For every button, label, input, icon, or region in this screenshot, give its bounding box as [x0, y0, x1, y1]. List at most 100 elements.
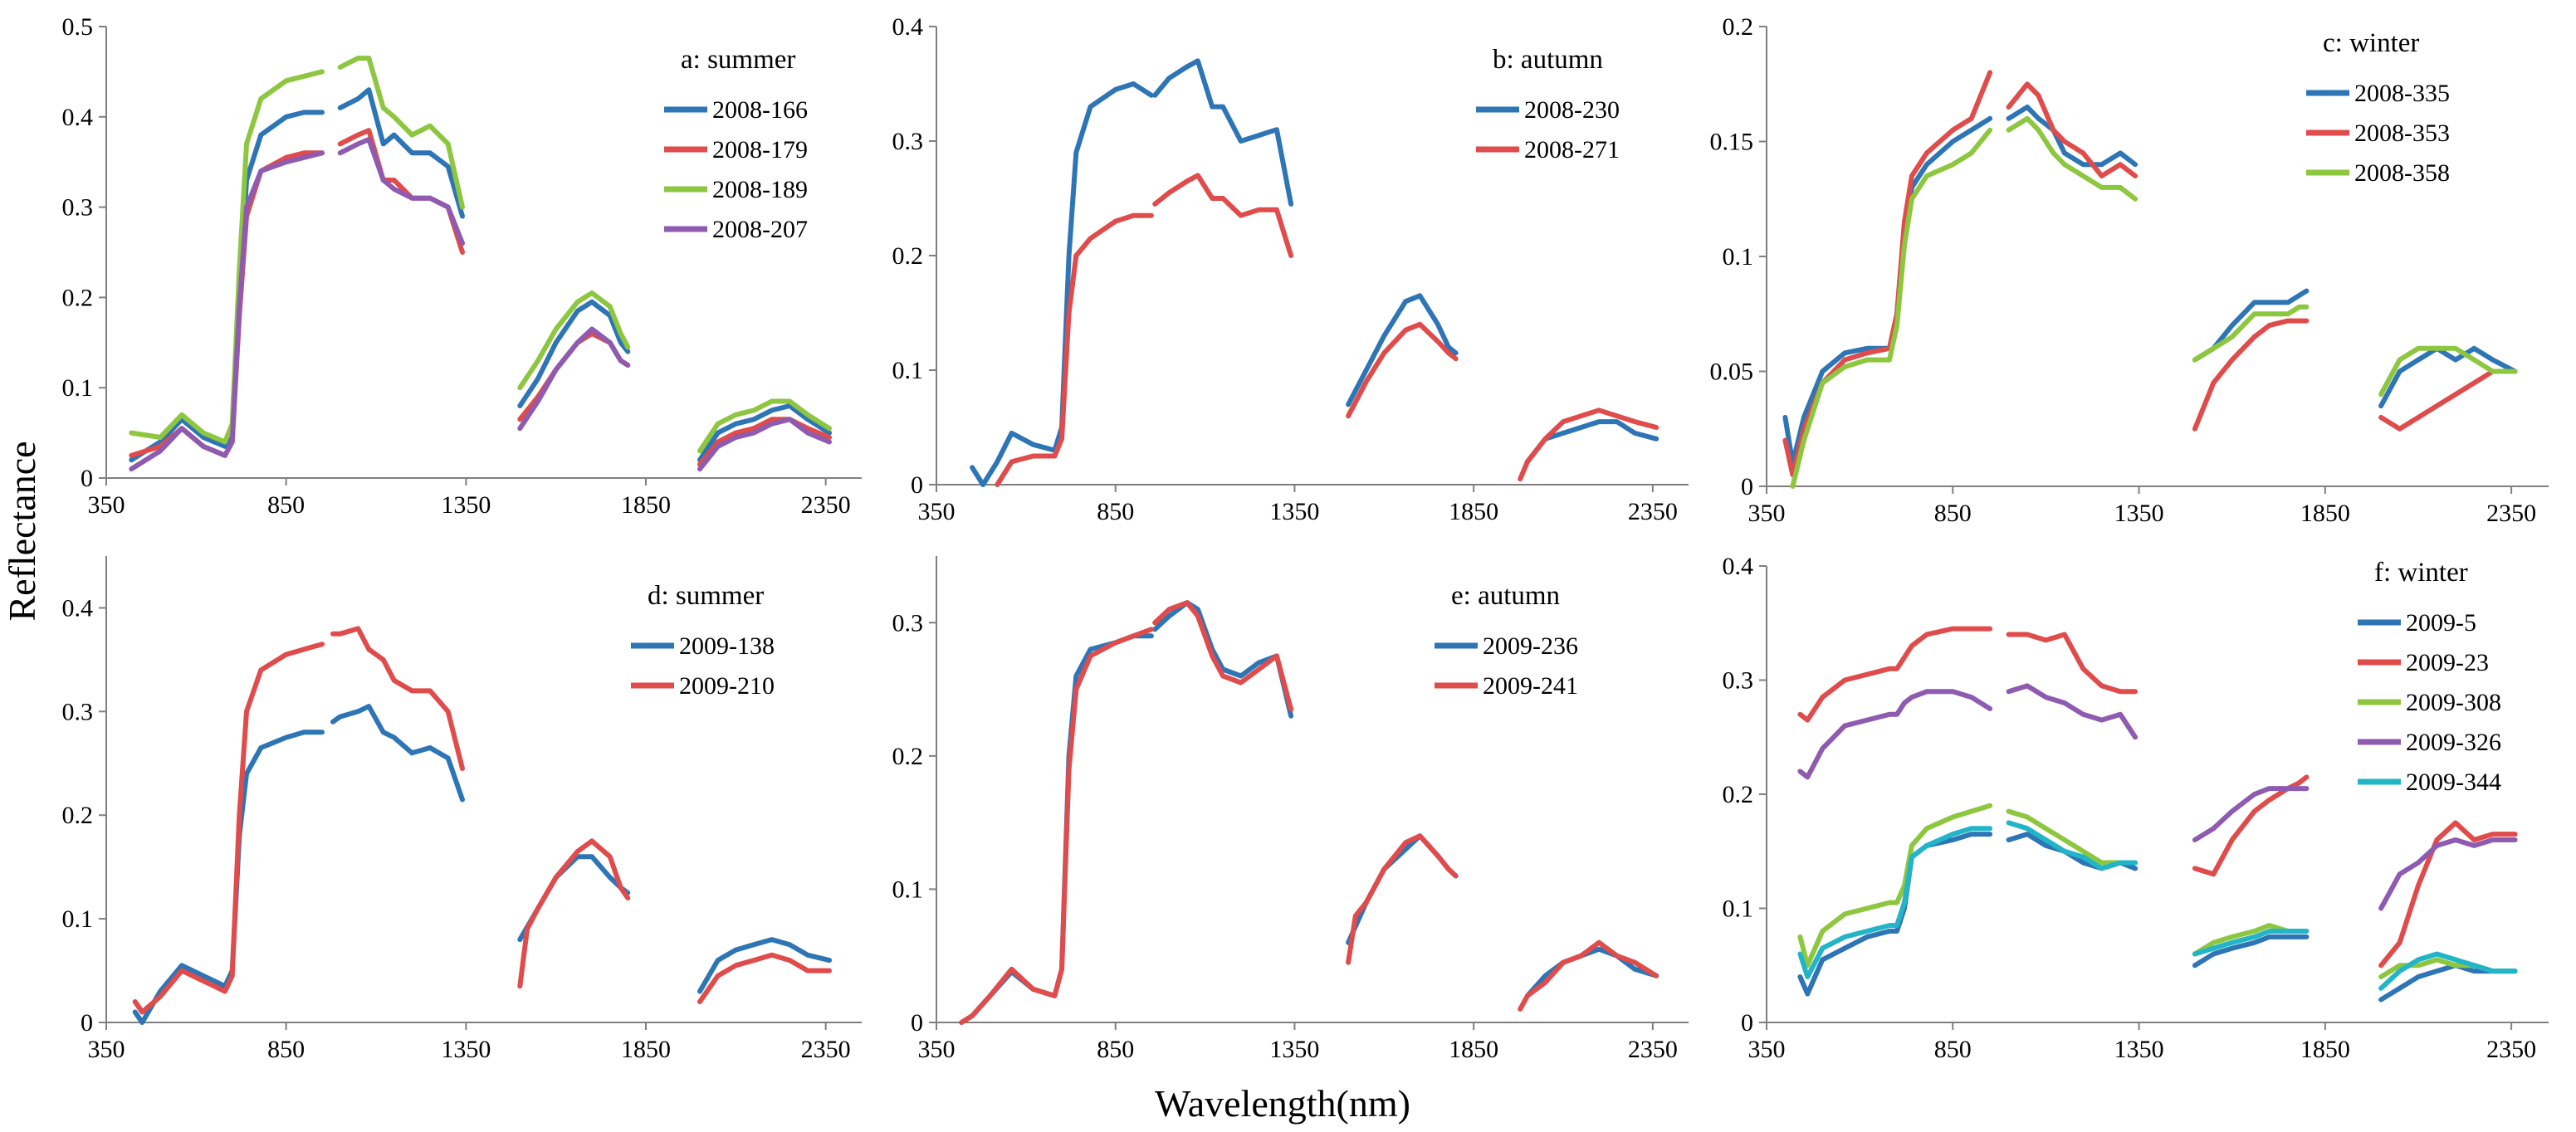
x-tick-label: 850 — [1097, 498, 1134, 525]
series-line-2009-241 — [959, 627, 1154, 1025]
series-line-2009-138 — [330, 704, 465, 803]
x-tick-label: 350 — [918, 498, 956, 525]
x-tick-label: 1350 — [1269, 1036, 1319, 1063]
chart-title: f: winter — [2374, 558, 2468, 588]
x-tick-label: 350 — [88, 1036, 125, 1063]
x-tick-label: 2350 — [2486, 1036, 2536, 1063]
series-line-2009-344 — [2192, 929, 2310, 957]
series-line-2009-236 — [959, 633, 1154, 1025]
series-line-2009-23 — [1797, 626, 1993, 723]
series-line-2009-308 — [1797, 803, 1993, 969]
series-line-2009-241 — [1518, 939, 1659, 1012]
y-tick-label: 0.3 — [1723, 667, 1754, 695]
y-tick-label: 0.4 — [62, 104, 94, 131]
legend-entry: 2009-5 — [2406, 609, 2476, 637]
series-line-2008-353 — [2378, 368, 2518, 432]
x-tick-label: 350 — [1748, 1036, 1786, 1063]
chart-title: a: summer — [681, 45, 795, 75]
x-tick-label: 2350 — [2486, 500, 2536, 527]
series-line-2009-210 — [330, 626, 465, 771]
series-line-2009-326 — [2192, 786, 2310, 842]
y-tick-label: 0.1 — [892, 876, 924, 903]
series-line-2009-138 — [697, 937, 832, 994]
x-tick-label: 1350 — [2114, 1036, 2164, 1063]
x-tick-label: 350 — [1748, 500, 1786, 527]
series-line-2009-344 — [1797, 826, 1993, 979]
series-line-2008-166 — [697, 403, 832, 463]
legend-entry: 2008-179 — [712, 136, 808, 163]
series-line-2009-344 — [2006, 820, 2139, 871]
series-line-2009-241 — [1346, 833, 1459, 965]
series-line-2008-207 — [129, 150, 325, 472]
series-line-2008-230 — [1346, 293, 1459, 407]
series-line-2008-271 — [1518, 407, 1659, 482]
legend-entry: 2009-23 — [2406, 649, 2489, 676]
x-tick-label: 2350 — [801, 491, 851, 519]
chart-panel: 0 0.1 0.2 0.3 0.4 350 850 1350 1850 2350 b: autumn… — [892, 13, 1689, 525]
y-tick-label: 0.4 — [892, 13, 924, 41]
series-line-2009-326 — [1797, 689, 1993, 780]
series-line-2008-271 — [1346, 321, 1459, 419]
y-tick-label: 0 — [81, 1009, 93, 1037]
x-tick-label: 850 — [1097, 1036, 1134, 1063]
x-tick-label: 1350 — [441, 491, 491, 519]
y-tick-label: 0 — [911, 471, 923, 499]
y-tick-label: 0 — [81, 465, 93, 492]
y-tick-label: 0 — [1741, 1009, 1753, 1037]
chart-panel: 0 0.05 0.1 0.15 0.2 350 850 1350 1850 2350 c: wint… — [1710, 13, 2549, 527]
legend-entry: 2008-335 — [2354, 80, 2450, 107]
x-tick-label: 1850 — [621, 491, 671, 519]
y-tick-label: 0.3 — [892, 128, 924, 155]
chart-title: d: summer — [648, 581, 764, 611]
chart-panels: 0 0.1 0.2 0.3 0.4 0.5 350 850 1350 1850 2350 a: sum… — [62, 13, 2549, 1063]
series-line-2008-166 — [129, 110, 325, 463]
y-tick-label: 0.2 — [62, 802, 94, 829]
legend-entry: 2008-166 — [712, 96, 808, 124]
series-line-2009-5 — [2192, 934, 2310, 969]
series-line-2008-353 — [1782, 70, 1993, 478]
series-line-2009-241 — [1152, 600, 1294, 712]
series-line-2008-166 — [517, 299, 631, 408]
series-line-2008-179 — [697, 417, 832, 467]
series-line-2008-179 — [129, 150, 325, 458]
legend-entry: 2008-189 — [712, 176, 808, 203]
y-tick-label: 0.2 — [892, 743, 924, 770]
series-line-2009-236 — [1346, 833, 1459, 945]
series-line-2009-23 — [2192, 774, 2310, 877]
series-line-2008-207 — [697, 417, 832, 472]
y-tick-label: 0.1 — [892, 357, 924, 384]
legend-entry: 2009-138 — [679, 632, 775, 660]
series-line-2009-326 — [2378, 837, 2518, 911]
y-tick-label: 0.05 — [1710, 359, 1754, 386]
y-tick-label: 0.3 — [62, 698, 94, 725]
y-tick-label: 0.3 — [62, 194, 94, 222]
series-line-2009-236 — [1524, 946, 1659, 998]
y-tick-label: 0.2 — [1723, 13, 1754, 41]
legend-entry: 2008-358 — [2354, 159, 2450, 187]
y-tick-label: 0.1 — [1723, 895, 1754, 923]
legend-entry: 2009-308 — [2406, 689, 2501, 716]
chart-panel: 0 0.1 0.2 0.3 0.4 0.5 350 850 1350 1850 2350 a: sum… — [62, 13, 862, 519]
series-line-2008-353 — [2006, 81, 2139, 178]
chart-panel: 0 0.1 0.2 0.3 350 850 1350 1850 2350 e: autumn 200… — [892, 556, 1689, 1063]
series-line-2008-358 — [2378, 345, 2518, 398]
legend-entry: 2008-353 — [2354, 120, 2450, 147]
series-line-2009-23 — [2006, 632, 2139, 695]
legend-entry: 2009-241 — [1483, 672, 1578, 700]
series-line-2009-210 — [132, 642, 325, 1015]
series-line-2008-230 — [1524, 419, 1659, 465]
x-tick-label: 850 — [267, 491, 305, 519]
series-line-2008-207 — [517, 326, 631, 432]
x-tick-label: 2350 — [1628, 1036, 1678, 1063]
series-line-2008-189 — [697, 398, 832, 454]
chart-panel: 0 0.1 0.2 0.3 0.4 350 850 1350 1850 2350 d: summer… — [62, 556, 862, 1063]
series-line-2008-353 — [2192, 318, 2310, 432]
series-line-2008-230 — [1152, 58, 1294, 207]
series-line-2009-23 — [2378, 820, 2518, 969]
series-line-2008-358 — [1790, 127, 1993, 489]
series-line-2008-335 — [1782, 115, 1993, 466]
y-tick-label: 0.1 — [1723, 243, 1754, 271]
series-line-2009-210 — [697, 952, 832, 1004]
legend-entry: 2009-236 — [1483, 632, 1578, 660]
